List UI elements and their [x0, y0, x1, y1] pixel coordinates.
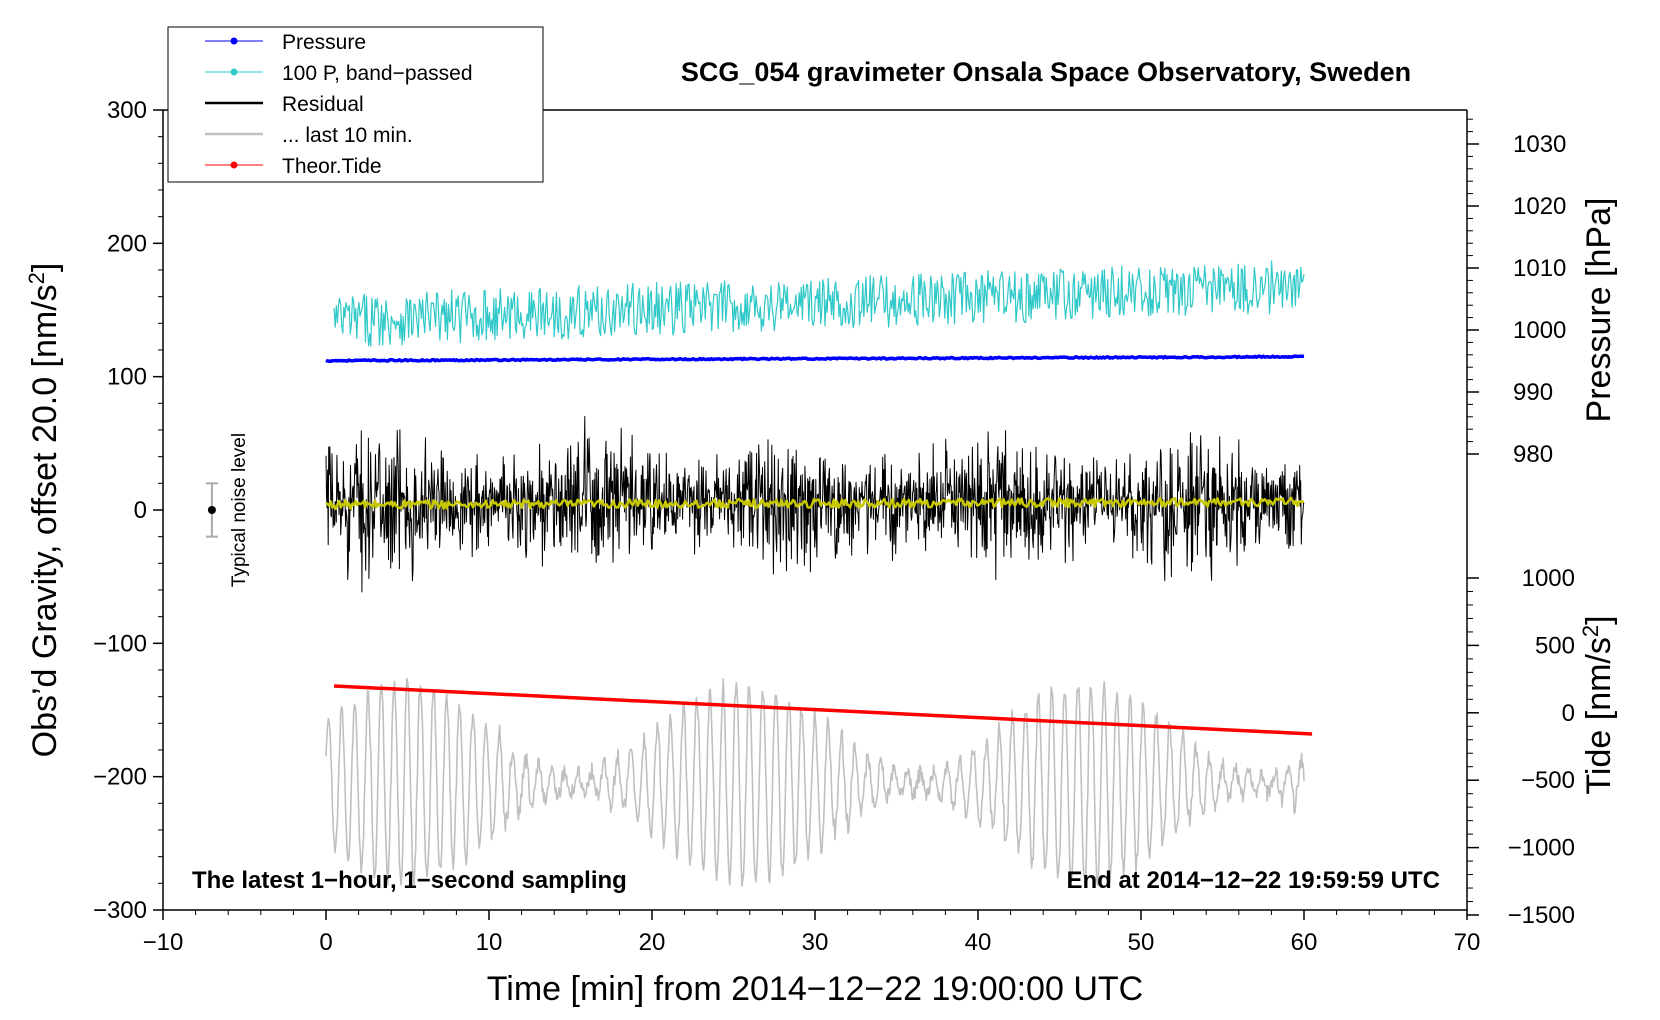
x-axis-title: Time [min] from 2014−12−22 19:00:00 UTC	[487, 970, 1143, 1008]
pressure-axis-title: Pressure [hPa]	[1580, 198, 1618, 423]
noise-level-label: Typical noise level	[229, 433, 250, 587]
y-tick-label: 200	[107, 230, 147, 257]
series-pressure-line	[325, 354, 1305, 364]
pressure-tick-label: 980	[1513, 441, 1553, 468]
y-axis-title-sup: 2	[24, 272, 49, 284]
tide-axis-title: Tide [nm/s2]	[1578, 615, 1619, 794]
pressure-axis-ticks: 1030 1020 1010 1000 990 980	[1467, 118, 1566, 468]
y-tick-label: 0	[134, 497, 147, 524]
y-tick-label: 100	[107, 364, 147, 391]
tide-tick-label: −1000	[1508, 835, 1575, 862]
legend-box	[167, 26, 544, 183]
series-residual-line	[325, 416, 1305, 593]
series-theor-tide-line	[334, 684, 1313, 736]
y-tick-label: −100	[93, 630, 147, 657]
pressure-tick-label: 990	[1513, 379, 1553, 406]
pressure-tick-label: 1030	[1513, 131, 1566, 158]
series-layer	[325, 260, 1313, 888]
tide-axis-title-main: Tide [nm/s	[1580, 637, 1618, 794]
pressure-tick-label: 1010	[1513, 255, 1566, 282]
x-tick-label: 0	[319, 929, 332, 956]
noise-level-indicator	[205, 482, 218, 538]
y-tick-label: −200	[93, 764, 147, 791]
x-tick-label: 60	[1291, 929, 1318, 956]
series-last-10-min-line	[325, 677, 1305, 888]
legend-label: Residual	[282, 93, 364, 116]
x-tick-label: 50	[1128, 929, 1155, 956]
series-100-p-band-passed-line	[333, 260, 1305, 347]
noise-center-dot	[207, 506, 216, 514]
legend-swatch-marker	[230, 37, 238, 45]
tide-tick-label: 0	[1562, 700, 1575, 727]
annotation-left: The latest 1−hour, 1−second sampling	[192, 867, 627, 894]
legend-label: Theor.Tide	[282, 155, 382, 178]
legend-swatch-marker	[230, 161, 238, 169]
legend-label: Pressure	[282, 31, 366, 54]
y-axis-ticks: −300 −200 −100 0 100 200 300	[93, 97, 163, 924]
series-smoothed-residual-line	[325, 496, 1305, 511]
tide-axis-title-sup: 2	[1578, 625, 1603, 637]
y-axis-title: Obs’d Gravity, offset 20.0 [nm/s2]	[24, 263, 65, 758]
annotation-right: End at 2014−12−22 19:59:59 UTC	[1066, 867, 1440, 894]
tide-axis-ticks: 1000 500 0 −500 −1000 −1500	[1467, 565, 1575, 929]
chart-title: SCG_054 gravimeter Onsala Space Observat…	[681, 57, 1411, 87]
x-tick-label: 40	[965, 929, 992, 956]
tide-tick-label: −500	[1521, 767, 1575, 794]
legend: Pressure 100 P, band−passed Residual ... la…	[167, 26, 544, 183]
x-tick-label: 10	[476, 929, 503, 956]
y-tick-label: −300	[93, 897, 147, 924]
tide-tick-label: 1000	[1522, 565, 1575, 592]
tide-tick-label: 500	[1535, 632, 1575, 659]
legend-swatch-marker	[230, 68, 238, 76]
x-tick-label: 70	[1454, 929, 1481, 956]
legend-label: 100 P, band−passed	[282, 62, 473, 85]
legend-label: ... last 10 min.	[282, 124, 413, 147]
pressure-tick-label: 1000	[1513, 317, 1566, 344]
y-axis-title-end: ]	[26, 263, 64, 272]
x-tick-label: −10	[143, 929, 184, 956]
y-tick-label: 300	[107, 97, 147, 124]
y-axis-title-main: Obs’d Gravity, offset 20.0 [nm/s	[26, 284, 64, 757]
tide-axis-title-end: ]	[1580, 615, 1618, 624]
x-axis-ticks: −10 0 10 20 30 40 50 60 70	[143, 910, 1481, 956]
pressure-tick-label: 1020	[1513, 193, 1566, 220]
x-tick-label: 20	[639, 929, 666, 956]
tide-tick-label: −1500	[1508, 902, 1575, 929]
x-tick-label: 30	[802, 929, 829, 956]
